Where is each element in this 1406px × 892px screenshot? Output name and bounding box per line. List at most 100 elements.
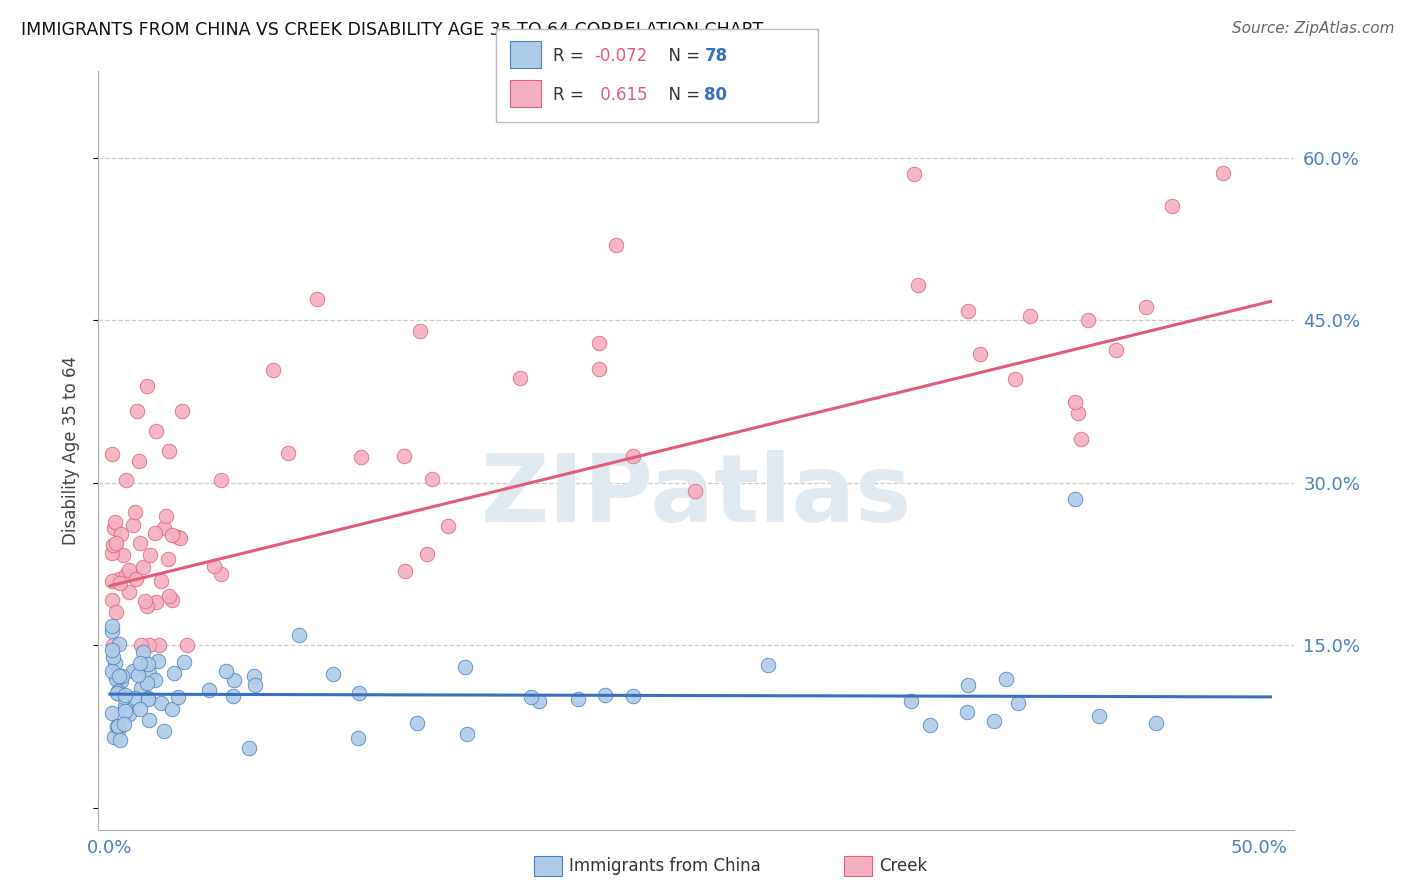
Point: [139, 548, 162, 562]
Point: [101, 624, 124, 638]
Point: [122, 665, 145, 679]
Point: [983, 714, 1005, 729]
Point: [605, 237, 627, 252]
Point: [409, 324, 432, 338]
Point: [101, 447, 124, 461]
Point: [136, 692, 159, 706]
Point: [527, 693, 550, 707]
Point: [146, 654, 169, 668]
Point: [415, 547, 437, 561]
Point: [108, 637, 131, 651]
Point: [115, 473, 138, 487]
Point: [176, 639, 198, 653]
Point: [287, 628, 309, 642]
Point: [110, 673, 132, 688]
Point: [149, 574, 172, 588]
Point: [101, 650, 124, 665]
Point: [243, 678, 266, 692]
Text: IMMIGRANTS FROM CHINA VS CREEK DISABILITY AGE 35 TO 64 CORRELATION CHART: IMMIGRANTS FROM CHINA VS CREEK DISABILIT…: [21, 21, 763, 38]
Point: [920, 717, 942, 731]
Point: [143, 673, 166, 688]
Point: [956, 705, 979, 719]
Text: 78: 78: [704, 47, 727, 65]
Point: [405, 715, 427, 730]
Point: [138, 666, 160, 681]
Point: [101, 538, 124, 552]
Point: [1135, 300, 1157, 314]
Text: N =: N =: [658, 87, 706, 104]
Point: [104, 516, 127, 530]
Point: [1064, 492, 1087, 507]
Point: [198, 682, 221, 697]
Point: [277, 446, 299, 460]
Point: [101, 574, 124, 589]
Point: [621, 689, 644, 703]
Point: [155, 509, 177, 524]
Point: [118, 707, 141, 722]
Point: [588, 361, 610, 376]
Point: [170, 403, 193, 417]
Point: [215, 664, 238, 678]
Point: [112, 690, 135, 704]
Point: [437, 519, 460, 533]
Point: [347, 686, 370, 700]
Point: [509, 370, 531, 384]
Point: [101, 706, 124, 721]
Point: [153, 723, 176, 738]
Point: [101, 592, 124, 607]
Point: [519, 690, 541, 705]
Point: [1077, 313, 1099, 327]
Point: [134, 593, 156, 607]
Point: [111, 669, 134, 683]
Point: [262, 363, 284, 377]
Point: [588, 336, 610, 351]
Point: [101, 642, 124, 657]
Point: [125, 572, 148, 586]
Point: [131, 560, 153, 574]
Point: [128, 656, 150, 670]
Point: [1212, 166, 1234, 180]
Point: [322, 667, 344, 681]
Point: [101, 618, 124, 632]
Point: [305, 292, 328, 306]
Point: [108, 576, 131, 591]
Point: [101, 664, 124, 678]
Text: 0.615: 0.615: [595, 87, 647, 104]
Point: [118, 585, 141, 599]
Point: [136, 691, 159, 706]
Point: [110, 527, 132, 541]
Point: [153, 521, 176, 535]
Point: [108, 733, 131, 747]
Point: [173, 655, 195, 669]
Point: [683, 484, 706, 499]
Point: [224, 673, 246, 687]
Point: [167, 530, 190, 544]
Text: ZIPatlas: ZIPatlas: [481, 450, 911, 542]
Point: [129, 681, 152, 695]
Point: [124, 691, 146, 706]
Point: [900, 693, 922, 707]
Point: [124, 505, 146, 519]
Point: [103, 521, 125, 535]
Point: [957, 678, 980, 692]
Point: [101, 639, 124, 653]
Point: [111, 549, 134, 563]
Point: [136, 675, 159, 690]
Point: [105, 719, 128, 733]
Point: [136, 657, 159, 671]
Point: [108, 669, 131, 683]
Point: [135, 599, 157, 613]
Point: [125, 404, 148, 418]
Point: [456, 727, 478, 741]
Point: [160, 528, 183, 542]
Point: [107, 684, 129, 698]
Point: [105, 670, 128, 684]
Point: [157, 443, 180, 458]
Point: [127, 668, 149, 682]
Point: [157, 590, 180, 604]
Point: [143, 525, 166, 540]
Point: [103, 730, 125, 744]
Point: [422, 472, 444, 486]
Text: 80: 80: [704, 87, 727, 104]
Point: [160, 702, 183, 716]
